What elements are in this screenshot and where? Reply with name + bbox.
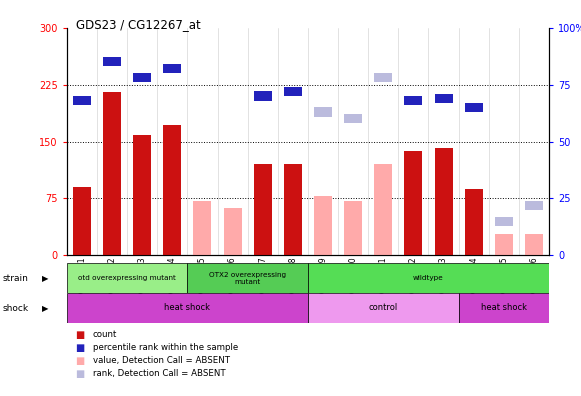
Bar [374,73,392,82]
Text: rank, Detection Call = ABSENT: rank, Detection Call = ABSENT [93,369,225,378]
Text: ■: ■ [76,369,85,379]
Bar [103,57,121,67]
Bar [495,217,513,226]
Text: control: control [369,303,398,312]
Bar [133,73,151,82]
Text: wildtype: wildtype [413,275,444,281]
Bar [193,201,211,255]
Bar [308,293,458,323]
Bar [224,208,242,255]
Text: heat shock: heat shock [481,303,527,312]
Bar [465,189,483,255]
Text: ■: ■ [76,329,85,340]
Bar [163,64,181,73]
Bar [458,293,549,323]
Bar [495,234,513,255]
Bar [254,164,272,255]
Bar [163,125,181,255]
Bar [374,164,392,255]
Bar [284,164,302,255]
Bar [525,201,543,210]
Text: otd overexpressing mutant: otd overexpressing mutant [78,275,176,281]
Text: ■: ■ [76,343,85,353]
Text: strain: strain [3,274,29,283]
Bar [404,150,422,255]
Bar [133,135,151,255]
Bar [254,91,272,101]
Text: ■: ■ [76,356,85,366]
Bar [465,103,483,112]
Bar [67,263,187,293]
Bar [314,107,332,116]
Text: shock: shock [3,304,29,312]
Text: ▶: ▶ [42,274,49,283]
Bar [103,92,121,255]
Text: ▶: ▶ [42,304,49,312]
Text: OTX2 overexpressing
mutant: OTX2 overexpressing mutant [209,272,286,285]
Bar [404,96,422,105]
Text: GDS23 / CG12267_at: GDS23 / CG12267_at [76,18,200,31]
Bar [344,114,362,123]
Bar [314,196,332,255]
Bar [308,263,549,293]
Text: value, Detection Call = ABSENT: value, Detection Call = ABSENT [93,356,230,365]
Bar [73,96,91,105]
Text: percentile rank within the sample: percentile rank within the sample [93,343,238,352]
Bar [284,87,302,96]
Text: heat shock: heat shock [164,303,210,312]
Bar [73,187,91,255]
Bar [435,148,453,255]
Bar [525,234,543,255]
Bar [435,94,453,103]
Bar [187,263,308,293]
Bar [344,201,362,255]
Text: count: count [93,330,117,339]
Bar [67,293,308,323]
